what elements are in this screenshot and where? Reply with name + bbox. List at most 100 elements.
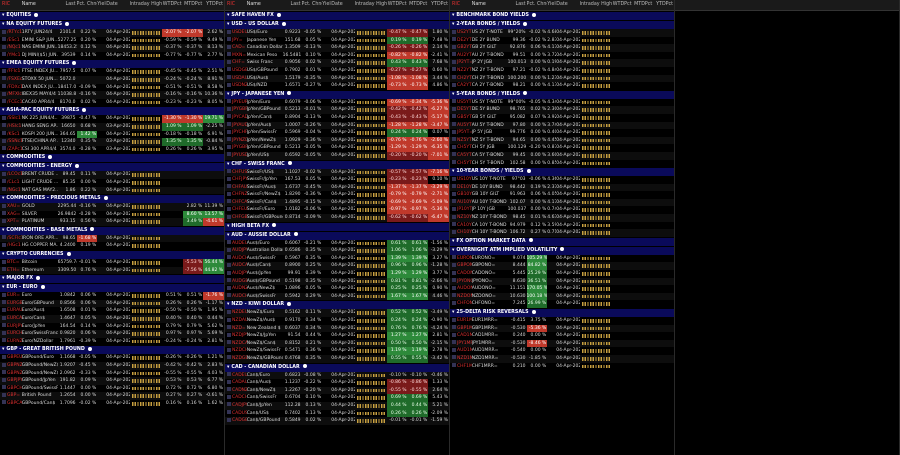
info-icon[interactable] (103, 195, 108, 200)
chevron-down-icon[interactable]: ▾ (227, 302, 230, 308)
section-header[interactable]: ▾ MAJOR FX (0, 274, 224, 284)
section-header[interactable]: ▾ 25-DELTA RISK REVERSALS (450, 308, 674, 317)
table-row[interactable]: CHFAUD=SwissFr/Aus$1.6737-0.45 %04-Apr-2… (225, 183, 449, 192)
cell-ric[interactable]: NZDJPY= (225, 332, 247, 340)
table-row[interactable]: CAD= Canadian Dollar 1.3509 -0.13 % 04-Apr-2… (225, 44, 449, 52)
cell-ric[interactable]: EURNZD= (0, 338, 22, 346)
chevron-down-icon[interactable]: ▾ (2, 13, 5, 18)
cell-ric[interactable]: /FCEc1 (0, 99, 22, 107)
cell-ric[interactable]: /ESc1 (0, 37, 22, 45)
info-icon[interactable] (82, 107, 87, 112)
header-yield[interactable]: Yield (322, 2, 331, 7)
section-header[interactable]: ▾ 2-YEAR BONDS / YIELDS (450, 20, 674, 29)
table-row[interactable]: USDAUD=US$/Aus$1.5179-0.35 %04-Apr-2024-… (225, 74, 449, 83)
info-icon[interactable] (75, 163, 80, 168)
chevron-down-icon[interactable]: ▾ (452, 169, 455, 175)
cell-ric[interactable]: CA5YT=RR (450, 152, 472, 160)
cell-ric[interactable]: JPYCHF= (225, 129, 247, 137)
cell-ric[interactable]: CADEUR= (225, 372, 247, 380)
cell-ric[interactable]: CADUSD= (225, 410, 247, 418)
cell-ric[interactable]: XAG= (0, 211, 22, 219)
info-icon[interactable] (287, 161, 292, 165)
cell-ric[interactable]: JP2YT=RR (450, 59, 472, 67)
info-icon[interactable] (48, 154, 53, 159)
section-header[interactable]: ▾ COMMODITIES - ENERGY (0, 162, 224, 172)
cell-ric[interactable]: NZD= (225, 325, 247, 333)
info-icon[interactable] (66, 251, 71, 256)
cell-ric[interactable]: AUDJPY= (225, 247, 247, 255)
section-header[interactable]: ▾ EMEA EQUITY FUTURES (0, 59, 224, 69)
section-header[interactable]: ▾ HIGH BETA FX (225, 221, 449, 231)
cell-ric[interactable]: AUD1MRR= (450, 347, 472, 355)
section-header[interactable]: ▾ COMMODITIES - PRECIOUS METALS (0, 194, 224, 204)
table-row[interactable]: CADAUD=Can$/Aus$1.1237-0.22 %04-Apr-2024… (225, 379, 449, 387)
chevron-down-icon[interactable]: ▾ (2, 61, 5, 67)
cell-ric[interactable]: GBPNZD= (0, 370, 22, 378)
section-header[interactable]: ▾ GBP - GREAT BRITISH POUND (0, 345, 224, 355)
cell-ric[interactable]: GBPNZD= (0, 362, 22, 370)
cell-ric[interactable]: NZDCAD= (225, 340, 247, 348)
section-header[interactable]: ▾ COMMODITIES (0, 153, 224, 163)
info-icon[interactable] (523, 91, 528, 96)
cell-ric[interactable]: GBPJPY= (0, 377, 22, 385)
section-header[interactable]: ▾ NA EQUITY FUTURES (0, 20, 224, 29)
header-mtd[interactable]: MTDPct (634, 2, 653, 7)
header-last[interactable]: Last (290, 2, 301, 7)
header-wtd[interactable]: WTDPct (387, 2, 407, 7)
cell-ric[interactable]: JP5YT=RR (450, 129, 472, 137)
cell-ric[interactable]: NZ2YT=RR (450, 67, 472, 75)
header-last[interactable]: Last (515, 2, 526, 7)
cell-ric[interactable]: /SSNc1 (0, 138, 22, 146)
cell-ric[interactable]: NZDEUR= (225, 309, 247, 317)
table-row[interactable]: CHFNZD=SwissFr/NewZ$1.8290-0.36 %04-Apr-… (225, 191, 449, 199)
table-row[interactable]: /SCFIc1IRON ORE APR...98.65-1.68 %04-Apr… (0, 234, 224, 243)
info-icon[interactable] (72, 60, 77, 65)
cell-ric[interactable]: /SSIc1 (0, 115, 22, 123)
cell-ric[interactable]: AUDCAD= (225, 262, 247, 270)
cell-ric[interactable]: ETH= (0, 267, 22, 275)
cell-ric[interactable]: EUR= (0, 292, 22, 300)
cell-ric[interactable]: JPY1MRR= (450, 340, 472, 348)
chevron-down-icon[interactable]: ▾ (452, 247, 455, 253)
cell-ric[interactable]: CADGBP= (225, 417, 247, 425)
cell-ric[interactable]: JPYGBP= (225, 144, 247, 152)
cell-ric[interactable]: CHFAUD= (225, 184, 247, 192)
info-icon[interactable] (281, 21, 286, 26)
cell-ric[interactable]: BTC= (0, 259, 22, 267)
cell-ric[interactable]: NZDGBP= (225, 355, 247, 363)
cell-ric[interactable]: USDGBP= (225, 67, 247, 75)
cell-ric[interactable]: GB2YT=RR (450, 44, 472, 52)
cell-ric[interactable]: AU2YT=RR (450, 52, 472, 60)
table-row[interactable]: /FFIc1 FTSE INDEX JU... 7957.5 0.07 % 04-Apr… (0, 68, 224, 76)
cell-ric[interactable]: CHFNZD= (225, 191, 247, 199)
info-icon[interactable] (90, 227, 95, 232)
